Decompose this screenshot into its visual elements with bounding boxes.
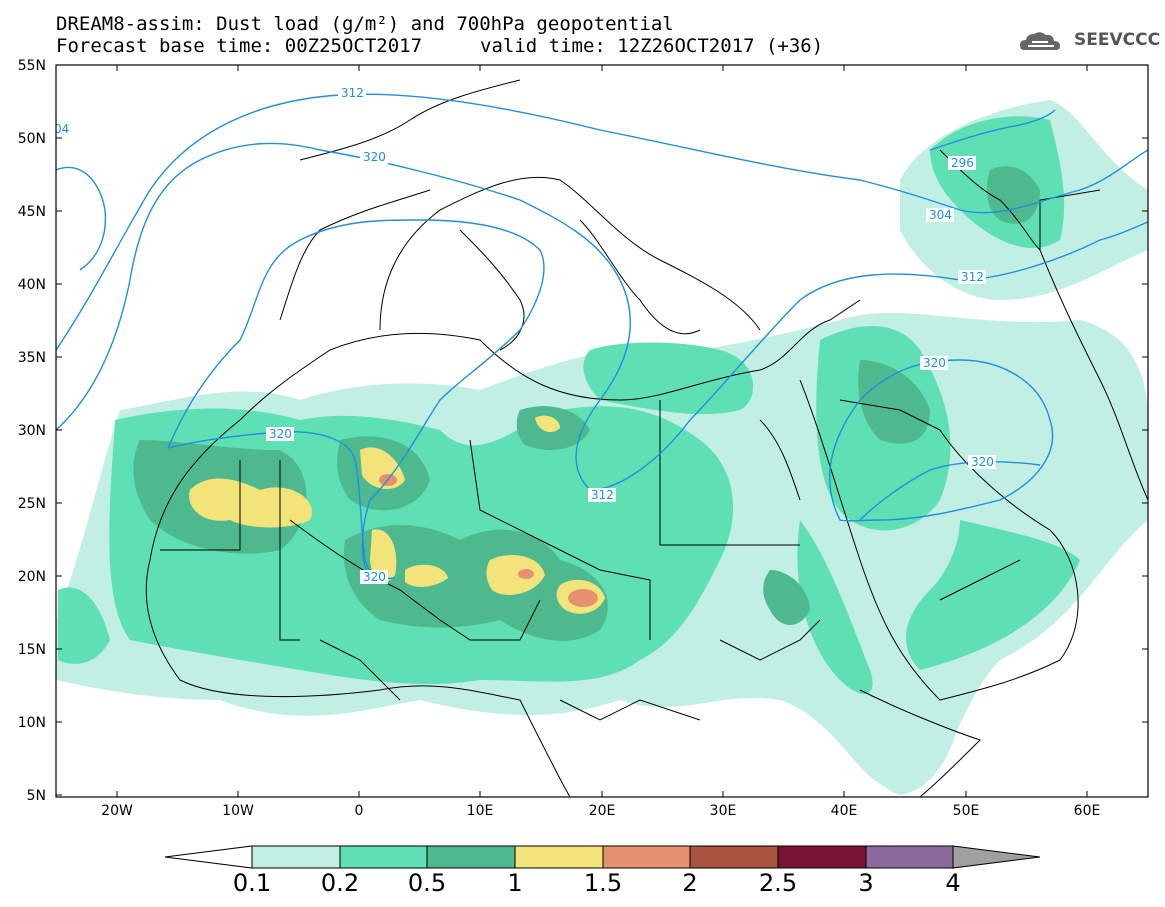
lon-label: 30E xyxy=(710,803,737,819)
contour-label: 312 xyxy=(341,86,364,100)
lon-label: 50E xyxy=(953,803,980,819)
contour-label: 320 xyxy=(971,455,994,469)
lat-label: 55N xyxy=(18,58,46,74)
coastlines xyxy=(145,79,1148,797)
lat-label: 30N xyxy=(18,423,46,439)
colorbar-label: 3 xyxy=(858,869,874,897)
colorbar-swatch xyxy=(602,845,691,869)
cloud-logo-icon xyxy=(1020,32,1060,50)
latitude-labels: 55N 50N 45N 40N 35N 30N 25N 20N 15N 10N … xyxy=(18,58,46,804)
colorbar xyxy=(164,845,1041,869)
lon-label: 60E xyxy=(1074,803,1101,819)
logo-text: SEEVCCC xyxy=(1074,30,1161,50)
colorbar-right-arrow xyxy=(952,845,1041,869)
colorbar-label: 0.5 xyxy=(407,869,447,897)
contour-label: 312 xyxy=(961,270,984,284)
contour-label: 296 xyxy=(951,156,974,170)
colorbar-label: 1.5 xyxy=(583,869,623,897)
contour-label: 320 xyxy=(923,356,946,370)
forecast-base-time: Forecast base time: 00Z25OCT2017 xyxy=(56,35,423,57)
map-title: DREAM8-assim: Dust load (g/m²) and 700hP… xyxy=(56,13,674,35)
contour-label: 304 xyxy=(929,208,952,222)
lon-label: 20E xyxy=(589,803,616,819)
longitude-axis xyxy=(116,65,1088,797)
colorbar-swatch xyxy=(339,845,428,869)
contour-label: 320 xyxy=(269,427,292,441)
lat-label: 45N xyxy=(18,204,46,220)
contour-label: 320 xyxy=(363,570,386,584)
colorbar-swatch xyxy=(426,845,516,869)
lon-label: 10E xyxy=(467,803,494,819)
colorbar-label: 0.2 xyxy=(320,869,360,897)
contour-label: 312 xyxy=(591,488,614,502)
contour-labels: 312 320 04 296 304 312 320 320 312 320 3… xyxy=(54,86,996,584)
lat-label: 35N xyxy=(18,350,46,366)
colorbar-swatch xyxy=(689,845,779,869)
lat-label: 15N xyxy=(18,642,46,658)
dust-area-very-heavy xyxy=(189,415,605,614)
latitude-axis xyxy=(56,64,1148,796)
colorbar-label: 4 xyxy=(945,869,961,897)
lat-label: 10N xyxy=(18,715,46,731)
dust-area-extreme xyxy=(379,474,598,607)
lon-label: 0 xyxy=(355,803,364,819)
colorbar-left-arrow xyxy=(164,845,253,869)
lon-label: 20W xyxy=(101,803,133,819)
colorbar-label: 1 xyxy=(507,869,523,897)
lat-label: 25N xyxy=(18,496,46,512)
geopotential-contours xyxy=(56,93,1148,581)
contour-label: 04 xyxy=(54,122,69,136)
colorbar-swatch xyxy=(865,845,954,869)
lat-label: 50N xyxy=(18,131,46,147)
valid-time: valid time: 12Z26OCT2017 (+36) xyxy=(480,35,824,57)
contour-label: 320 xyxy=(363,150,386,164)
colorbar-swatch xyxy=(514,845,604,869)
lat-label: 5N xyxy=(27,788,46,804)
lat-label: 20N xyxy=(18,569,46,585)
colorbar-swatch xyxy=(777,845,867,869)
lon-label: 10W xyxy=(222,803,254,819)
colorbar-label: 2 xyxy=(682,869,698,897)
colorbar-label: 0.1 xyxy=(232,869,272,897)
lat-label: 40N xyxy=(18,277,46,293)
colorbar-swatch xyxy=(251,845,341,869)
colorbar-label: 2.5 xyxy=(758,869,798,897)
longitude-labels: 20W 10W 0 10E 20E 30E 40E 50E 60E xyxy=(101,803,1100,819)
lon-label: 40E xyxy=(831,803,858,819)
